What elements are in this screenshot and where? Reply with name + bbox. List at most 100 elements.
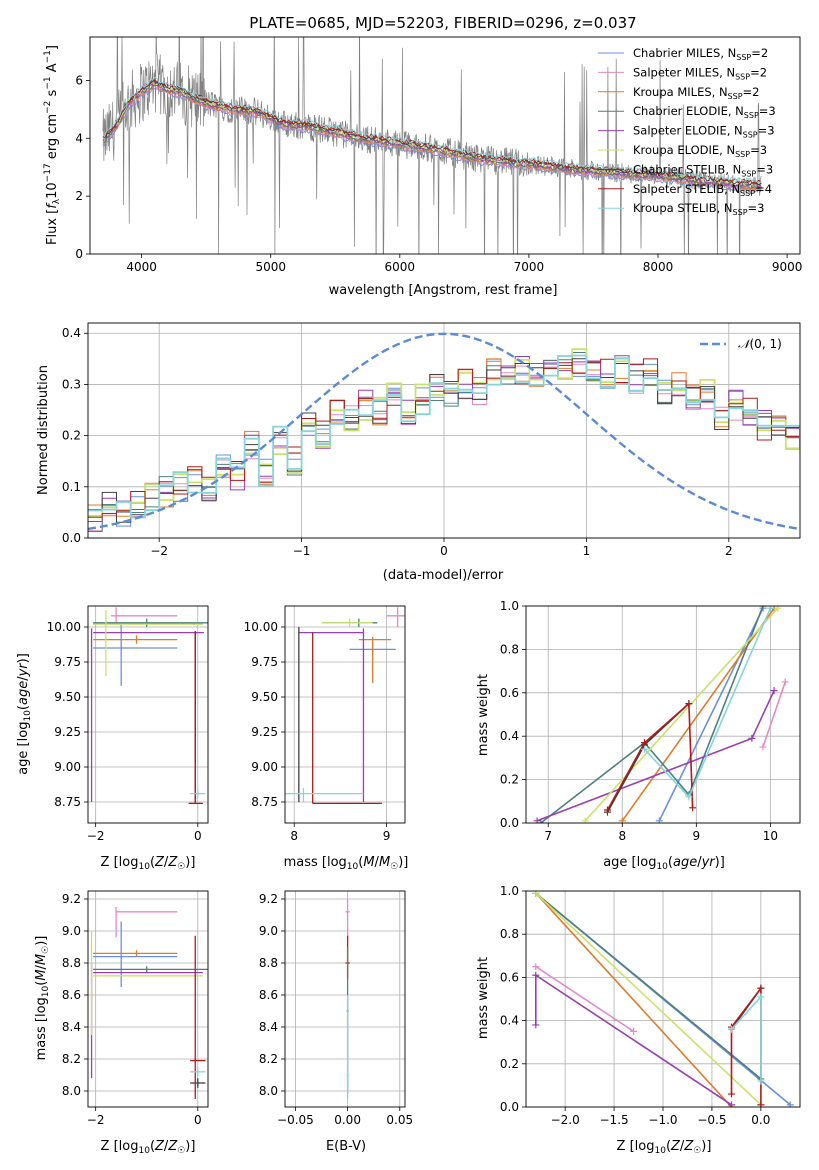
x-tick-label: −2.0 [551,1113,580,1127]
weight-series-line [606,701,694,811]
weight-point-marker [581,817,589,823]
y-tick-label: 0.6 [500,970,519,984]
weight-point-marker [655,817,663,823]
axes-frame [284,890,406,1108]
spectrum-panel: 4000 5000 6000 7000 8000 9000 0 2 4 6 Chabrier MIL… [75,36,802,274]
y-tick-label: 9.50 [54,690,81,704]
x-tick-label: 0 [440,544,448,558]
x-tick-label: 5000 [255,260,286,274]
y-tick-label: 9.25 [54,725,81,739]
weight-point-marker [532,963,540,971]
x-tick-label: −1.0 [648,1113,677,1127]
x-tick-label: 8000 [643,260,674,274]
y-tick-label: 8.6 [62,988,81,1002]
y-tick-label: 10.00 [244,620,278,634]
y-tick-label: 2 [75,189,83,203]
y-tick-label: 0.4 [500,729,519,743]
legend-label: Chabrier MILES, NSSP=2 [633,46,768,62]
plot-area [88,606,208,823]
legend-label: 𝒩(0, 1) [738,337,782,351]
y-tick-label: 8.8 [62,956,81,970]
y-tick-label: 8.0 [259,1084,278,1098]
weight-point-marker [533,817,541,823]
y-tick-label: 0.0 [62,531,81,545]
weight-series-line [762,681,786,748]
y-tick-label: 0.2 [500,773,519,787]
y-tick-label: 8.8 [259,956,278,970]
weight-point-marker [766,606,774,612]
weight-series-line [535,892,762,1106]
ageZ-xlabel: Z [log10(Z/Z☉)] [101,855,196,872]
residual-histogram-panel: −2 −1 0 1 2 0.0 0.1 0.2 0.3 0.4 𝒩(0, 1) [62,322,801,558]
weight-series-line [535,965,635,1033]
plot-area [526,606,800,823]
hist-ylabel: Normed distribution [36,365,51,495]
x-tick-label: −0.05 [277,1113,314,1127]
x-tick-label: 4000 [126,260,157,274]
weight-point-marker [770,687,778,695]
legend-label: Salpeter MILES, NSSP=2 [633,65,767,81]
y-tick-label: 9.2 [62,892,81,906]
weight-point-marker [748,734,756,742]
x-tick-label: 0.00 [334,1113,361,1127]
normal-distribution-curve [88,332,800,531]
y-tick-label: 8.4 [259,1020,278,1034]
weight-point-marker [759,606,767,610]
x-tick-label: −2 [87,829,105,843]
axes-frame [89,36,801,255]
x-tick-label: −2 [150,544,168,558]
mass-weight-vs-age-panel: 7 8 9 10 0.0 0.2 0.4 0.6 0.8 1.0 [500,599,801,843]
age-vs-z-panel: −2 0 8.75 9.00 9.25 9.50 9.75 10.00 [47,605,209,843]
y-tick-label: 0.0 [500,1100,519,1114]
plot-content [102,37,762,254]
weight-point-marker [618,817,626,823]
plot-area [285,606,405,823]
y-tick-label: 1.0 [500,599,519,613]
y-tick-label: 9.50 [251,690,278,704]
weight-point-marker [640,739,648,747]
plot-content [88,332,800,532]
mass-vs-ebv-panel: −0.05 0.00 0.05 8.0 8.2 8.4 8.6 8.8 9.0 9.2 [259,890,413,1127]
x-tick-label: 0 [194,829,202,843]
weight-point-marker [532,891,540,897]
weight-point-marker [532,1021,540,1029]
hist-xlabel: (data-model)/error [383,568,504,583]
y-tick-label: 8.2 [62,1052,81,1066]
y-tick-label: 9.2 [259,892,278,906]
model-spectrum [102,79,762,185]
weight-point-marker [757,984,765,992]
y-tick-label: 4 [75,131,83,145]
plot-area [88,891,208,1107]
weight-point-marker [603,806,611,814]
y-tick-label: 9.0 [259,924,278,938]
x-tick-label: 2 [725,544,733,558]
mass-weight-vs-z-panel: −2.0 −1.5 −1.0 −0.5 0.0 0.0 0.2 0.4 0.6 0.8 1.0 [500,884,801,1127]
legend-label: Salpeter STELIB, NSSP=4 [633,182,772,198]
y-tick-label: 0.6 [500,686,519,700]
weight-point-marker [728,1025,735,1033]
plot-content [90,607,208,805]
x-tick-label: −2 [87,1113,105,1127]
y-tick-label: 0.4 [62,326,81,340]
mwZ-xlabel: Z [log10(Z/Z☉)] [617,1139,712,1156]
legend-label: Kroupa MILES, NSSP=2 [633,85,759,101]
y-tick-label: 8.2 [259,1052,278,1066]
plot-content [345,899,350,1099]
x-tick-label: 8 [290,829,298,843]
legend-label: Kroupa ELODIE, NSSP=3 [633,143,767,159]
y-tick-label: 9.25 [251,725,278,739]
plot-content [533,606,789,823]
massE-xlabel: E(B-V) [326,1139,366,1154]
weight-point-marker [786,1101,794,1107]
weight-point-marker [759,743,767,751]
weight-series-line [540,606,764,823]
model-spectrum [102,76,762,184]
x-tick-label: 7 [544,829,552,843]
weight-series-line [584,607,779,822]
weight-point-marker [685,700,693,708]
legend-label: Salpeter ELODIE, NSSP=3 [633,124,775,140]
x-tick-label: −1.5 [600,1113,629,1127]
x-tick-label: 6000 [385,260,416,274]
x-tick-label: 7000 [514,260,545,274]
weight-point-marker [728,1101,735,1107]
